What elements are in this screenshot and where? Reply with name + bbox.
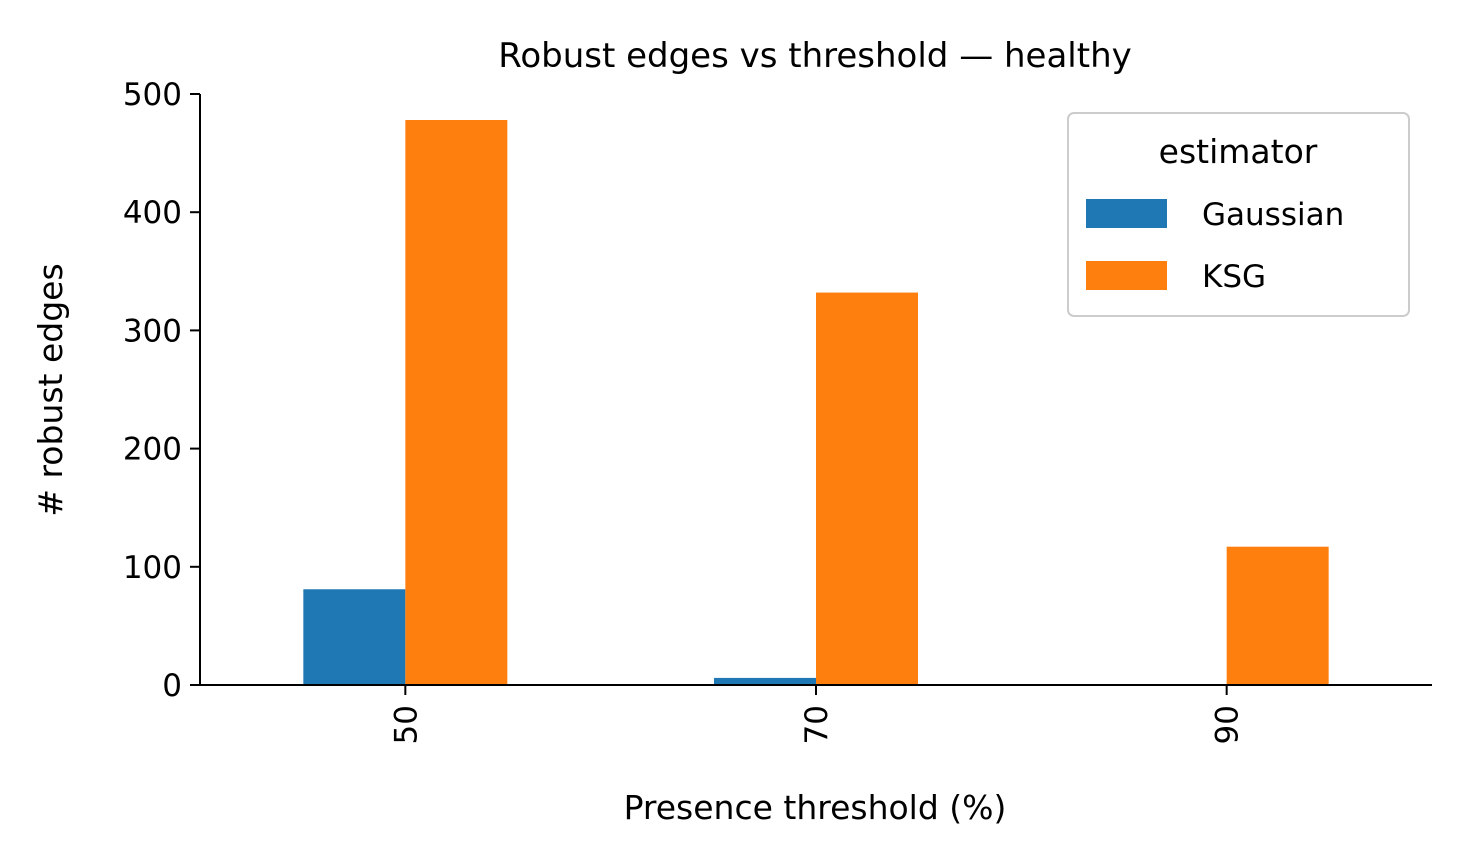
bar-gaussian-70 xyxy=(714,677,816,685)
y-tick-label: 500 xyxy=(123,77,182,113)
legend-swatch-ksg xyxy=(1086,261,1167,290)
x-ticks-group: 50 70 90 xyxy=(388,685,1246,744)
y-ticks-group: 0 100 200 300 400 500 xyxy=(123,77,200,704)
legend-swatch-gaussian xyxy=(1086,199,1167,228)
x-tick-label: 90 xyxy=(1210,705,1246,744)
y-tick-label: 100 xyxy=(123,550,182,586)
bar-ksg-50 xyxy=(405,120,508,685)
bars-group xyxy=(303,120,1329,685)
legend-label-ksg: KSG xyxy=(1202,259,1266,295)
y-axis-label: # robust edges xyxy=(31,263,70,516)
x-tick-label: 50 xyxy=(388,705,424,744)
legend-title: estimator xyxy=(1159,132,1318,171)
legend-label-gaussian: Gaussian xyxy=(1202,197,1344,233)
y-tick-label: 0 xyxy=(162,668,182,704)
bar-ksg-70 xyxy=(816,292,918,685)
chart-title: Robust edges vs threshold — healthy xyxy=(498,36,1132,76)
x-axis-label: Presence threshold (%) xyxy=(624,788,1007,827)
bar-ksg-90 xyxy=(1226,546,1329,685)
y-tick-label: 200 xyxy=(123,432,182,468)
legend: estimator Gaussian KSG xyxy=(1067,112,1410,317)
bar-gaussian-50 xyxy=(303,589,406,685)
y-tick-label: 400 xyxy=(123,195,182,231)
y-tick-label: 300 xyxy=(123,313,182,349)
x-tick-label: 70 xyxy=(799,705,835,744)
